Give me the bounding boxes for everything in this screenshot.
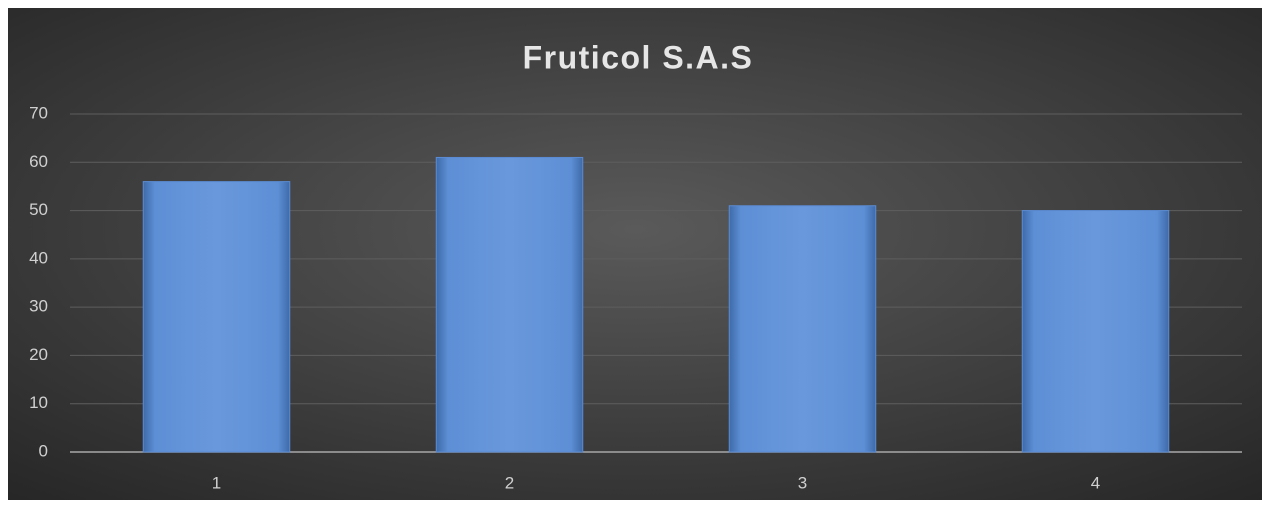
y-tick-label: 30	[29, 297, 48, 316]
bar	[728, 205, 877, 453]
y-tick-label: 40	[29, 248, 48, 267]
y-tick-label: 70	[29, 103, 48, 122]
bar	[435, 156, 584, 453]
x-tick-label: 2	[505, 473, 514, 492]
y-tick-label: 10	[29, 393, 48, 412]
x-tick-label: 3	[798, 473, 807, 492]
y-tick-label: 0	[39, 441, 48, 460]
y-tick-label: 20	[29, 345, 48, 364]
y-tick-label: 60	[29, 152, 48, 171]
bar	[142, 181, 291, 453]
x-tick-label: 4	[1091, 473, 1100, 492]
chart-title: Fruticol S.A.S	[523, 39, 754, 75]
bar	[1021, 210, 1170, 453]
x-tick-label: 1	[212, 473, 221, 492]
y-tick-label: 50	[29, 200, 48, 219]
